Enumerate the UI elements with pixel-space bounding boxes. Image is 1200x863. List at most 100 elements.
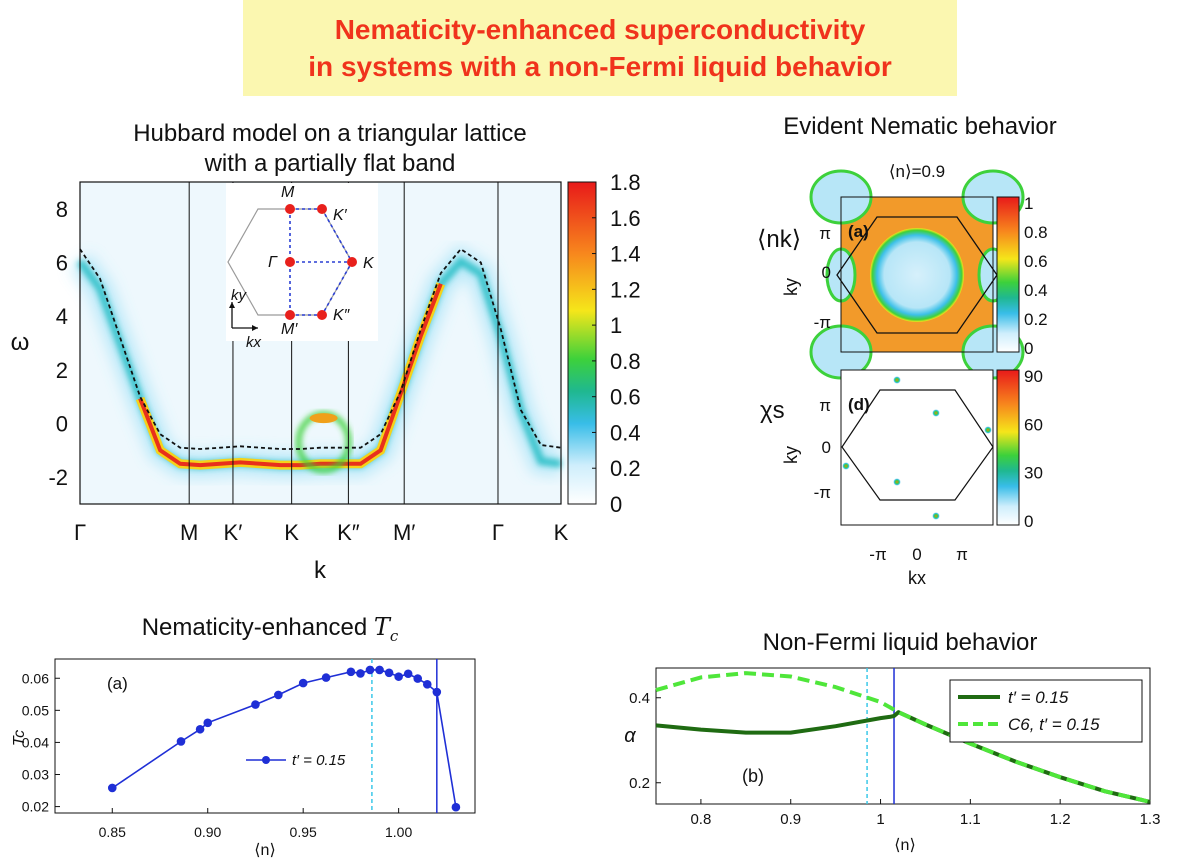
spectral-xtick-label: K <box>554 520 569 545</box>
chis-ytick-label: 0 <box>822 438 831 457</box>
hubbard-title-line-2: with a partially flat band <box>204 150 456 177</box>
chis-plot-frame <box>840 369 994 526</box>
tc-point <box>346 667 356 677</box>
alpha-legend-box <box>949 679 1143 743</box>
tc-xtick-label: 0.85 <box>99 824 126 840</box>
spectral-colorbar-label: 1.4 <box>610 242 641 267</box>
alpha-xtick-label: 1.2 <box>1050 811 1071 828</box>
chis-xtick-label: π <box>956 545 968 564</box>
tc-ytick-label: 0.03 <box>22 767 49 783</box>
spectral-colorbar-label: 0.6 <box>610 385 641 410</box>
spectral-axes: 8 6 4 2 0 -2 Γ M K′ K K″ M′ Γ K <box>48 197 568 545</box>
chis-panel-label: (d) <box>848 395 870 414</box>
spectral-colorbar-label: 0.8 <box>610 349 641 374</box>
tc-point <box>394 672 403 681</box>
tc-point <box>375 665 384 675</box>
alpha-xtick-label: 1.1 <box>960 811 981 828</box>
bz-point-kp <box>317 204 327 214</box>
chis-xlabel: kx <box>908 568 926 588</box>
nk-ylabel: ky <box>781 278 801 296</box>
spectral-ytick-label: -2 <box>48 465 68 490</box>
bz-label-kp: K′ <box>333 207 348 224</box>
bz-label-gamma: Γ <box>268 254 278 271</box>
bz-arrowheads <box>229 302 258 331</box>
nk-colorbar-label: 0.8 <box>1024 223 1048 242</box>
chis-colorbar-label: 90 <box>1024 367 1043 386</box>
spectral-xtick-label: K′ <box>224 520 243 545</box>
tc-point <box>321 673 331 682</box>
nk-panel-label: (a) <box>848 222 869 241</box>
tc-point <box>403 669 413 679</box>
tc-legend-marker <box>262 756 270 764</box>
chis-panel: (d) χs ky π 0 -π -π 0 π kx 90 60 30 0 <box>760 367 1043 588</box>
tc-axes: 0.85 0.90 0.95 1.00 0.06 0.05 0.04 0.03 0.02 <box>22 670 413 840</box>
nk-panel: ⟨n⟩=0.9 (a) ⟨nk⟩ ky π 0 -π 1 0.8 0.6 0.4 0.2 0 <box>757 162 1048 380</box>
tc-point <box>195 724 205 734</box>
banner-line-1: Nematicity-enhanced superconductivity <box>334 14 866 45</box>
tc-title-text: Nematicity-enhanced <box>141 614 368 641</box>
bz-point-gamma <box>285 257 295 267</box>
tc-legend: t′ = 0.15 <box>246 752 346 769</box>
tc-ytick-label: 0.05 <box>22 702 49 718</box>
tc-title: Nematicity-enhanced Tc <box>60 612 480 651</box>
chis-colorbar-label: 30 <box>1024 464 1043 483</box>
alpha-xtick-label: 1 <box>876 811 884 828</box>
alpha-ylabel: α <box>624 725 636 747</box>
alpha-xtick-label: 0.9 <box>780 811 801 828</box>
tc-xtick-label: 0.90 <box>194 824 221 840</box>
spectral-heatmap: 8 6 4 2 0 -2 Γ M K′ K K″ M′ Γ K ω k M K′ Γ K M′ K″ <box>11 170 641 584</box>
nk-colorbar-label: 1 <box>1024 194 1033 213</box>
tc-ytick-label: 0.02 <box>22 799 49 815</box>
tc-ytick-label: 0.04 <box>22 734 49 750</box>
bz-inset: M K′ Γ K M′ K″ ky kx <box>226 183 378 351</box>
alpha-ytick-label: 0.2 <box>629 775 650 792</box>
nk-colorbar-label: 0 <box>1024 339 1033 358</box>
chis-yticks: π 0 -π <box>814 396 831 502</box>
spectral-flatband-red <box>138 283 443 468</box>
alpha-panel-label: (b) <box>742 766 764 786</box>
chis-colorbar-label: 0 <box>1024 512 1033 531</box>
tc-xtick-label: 1.00 <box>385 824 412 840</box>
spectral-xtick-label: M <box>180 520 198 545</box>
tc-plot-frame <box>54 658 476 814</box>
nk-density-title: ⟨n⟩=0.9 <box>889 162 945 181</box>
tc-panel-label: (a) <box>107 674 128 693</box>
bz-label-m: M <box>281 184 295 201</box>
nk-colorbar-label: 0.6 <box>1024 252 1048 271</box>
spectral-colorbar-label: 1 <box>610 313 622 338</box>
tc-point <box>203 718 213 728</box>
bz-point-k <box>347 257 357 267</box>
chis-ytick-label: -π <box>814 483 831 502</box>
tc-ylabel: Tc <box>11 730 28 746</box>
tc-point <box>107 783 117 793</box>
alpha-chart: 0.8 0.9 1 1.1 1.2 1.3 0.4 0.2 (b) t′ = 0.15 C6,… <box>624 667 1160 854</box>
nk-colorbar-label: 0.4 <box>1024 281 1048 300</box>
spectral-xlabel: k <box>314 557 327 584</box>
nk-bz-hexagon <box>836 216 998 334</box>
tc-point <box>422 680 432 689</box>
nk-fermi-pocket <box>870 228 964 322</box>
alpha-legend: t′ = 0.15 C6, t′ = 0.15 <box>949 679 1143 743</box>
bz-point-kpp <box>317 310 327 320</box>
bz-point-mp <box>285 310 295 320</box>
title-banner: Nematicity-enhanced superconductivity in… <box>243 0 957 96</box>
spectral-ytick-label: 0 <box>56 412 68 437</box>
tc-title-symbol: Tc <box>373 613 399 645</box>
bz-label-kpp: K″ <box>333 307 351 324</box>
hubbard-title-line-1: Hubbard model on a triangular lattice <box>133 120 527 147</box>
spectral-colorbar-label: 1.2 <box>610 277 641 302</box>
chis-xtick-label: 0 <box>912 545 921 564</box>
chis-colorbar-ticks: 90 60 30 0 <box>1024 367 1043 531</box>
spectral-xtick-label: Γ <box>492 520 504 545</box>
chis-bz-hexagon <box>841 389 994 501</box>
alpha-xtick-label: 0.8 <box>690 811 711 828</box>
spectral-xtick-label: K″ <box>337 520 360 545</box>
tc-point <box>176 737 186 746</box>
chis-xticks: -π 0 π <box>869 545 968 564</box>
alpha-series-line-2 <box>655 671 1151 804</box>
tc-chart: 0.85 0.90 0.95 1.00 0.06 0.05 0.04 0.03 0.02 (a)… <box>11 658 476 859</box>
tc-point <box>451 802 461 812</box>
spectral-ytick-label: 4 <box>56 304 68 329</box>
tc-point <box>298 678 308 688</box>
spectral-xtick-label: K <box>284 520 299 545</box>
